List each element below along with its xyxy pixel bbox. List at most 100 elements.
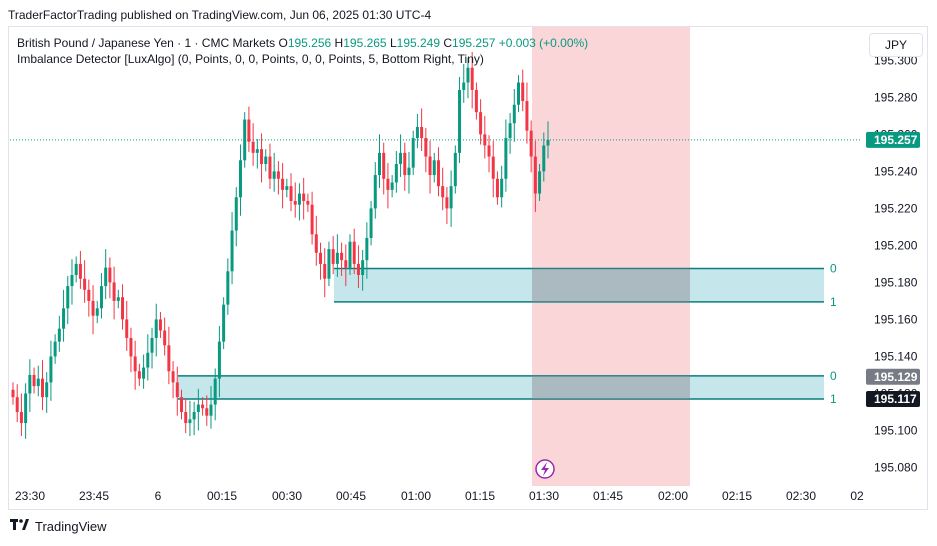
candle-body bbox=[116, 297, 120, 301]
imbalance-zone bbox=[178, 375, 824, 400]
candle-body bbox=[327, 249, 331, 279]
candle-body bbox=[70, 275, 74, 287]
time-axis-tick-label: 02:15 bbox=[722, 489, 752, 503]
candle-body bbox=[247, 119, 251, 142]
candle-body bbox=[205, 408, 209, 416]
time-axis-tick-label: 01:45 bbox=[593, 489, 623, 503]
candle-body bbox=[276, 171, 280, 179]
candle-body bbox=[238, 160, 242, 198]
candle-body bbox=[91, 300, 95, 316]
candle-body bbox=[386, 178, 390, 190]
candle-body bbox=[196, 404, 200, 412]
candle-body bbox=[230, 230, 234, 272]
candle-body bbox=[184, 411, 188, 424]
candle-body bbox=[24, 393, 28, 424]
candle-body bbox=[466, 67, 470, 83]
time-axis-tick-label: 01:15 bbox=[465, 489, 495, 503]
zone-top-label: 0 bbox=[830, 262, 837, 276]
candle-body bbox=[458, 89, 462, 153]
candle-body bbox=[377, 152, 381, 176]
candle-body bbox=[95, 308, 99, 316]
candle-body bbox=[11, 389, 15, 398]
zone-top-label: 0 bbox=[830, 369, 837, 383]
candle-body bbox=[78, 263, 82, 279]
candle-body bbox=[285, 186, 289, 190]
price-axis-label-bg bbox=[866, 391, 920, 408]
candle-body bbox=[399, 152, 403, 164]
candle-body bbox=[390, 182, 394, 190]
candle-body bbox=[508, 123, 512, 139]
time-axis-tick-label: 00:15 bbox=[207, 489, 237, 503]
candle-body bbox=[319, 252, 323, 264]
candle-body bbox=[19, 411, 23, 424]
indicator-legend[interactable]: Imbalance Detector [LuxAlgo] (0, Points,… bbox=[17, 52, 484, 66]
currency-button[interactable]: JPY bbox=[869, 33, 923, 57]
candle-body bbox=[137, 371, 141, 379]
candle-body bbox=[479, 112, 483, 135]
candle-body bbox=[209, 404, 213, 416]
candle-body bbox=[167, 345, 171, 372]
candle-body bbox=[356, 263, 360, 276]
candle-body bbox=[432, 160, 436, 176]
candle-body bbox=[441, 186, 445, 198]
candle-body bbox=[293, 200, 297, 205]
candle-body bbox=[49, 356, 53, 383]
candle-body bbox=[297, 193, 301, 205]
candle-body bbox=[180, 397, 184, 412]
candle-body bbox=[104, 267, 108, 287]
price-axis-tick-label: 195.100 bbox=[874, 423, 918, 437]
candle-body bbox=[234, 197, 238, 231]
candle-body bbox=[500, 178, 504, 198]
candle-body bbox=[125, 319, 129, 338]
candle-body bbox=[87, 289, 91, 301]
candle-body bbox=[302, 193, 306, 201]
candle-body bbox=[449, 186, 453, 209]
candle-body bbox=[546, 139, 550, 146]
candle-body bbox=[306, 200, 310, 205]
candle-body bbox=[36, 378, 40, 387]
price-axis-tick-label: 195.160 bbox=[874, 312, 918, 326]
candle-body bbox=[260, 149, 264, 164]
tradingview-logo-icon bbox=[10, 519, 30, 534]
candle-body bbox=[15, 397, 19, 412]
candle-body bbox=[40, 378, 44, 398]
candle-body bbox=[121, 297, 125, 320]
candle-body bbox=[538, 171, 542, 194]
candle-body bbox=[32, 374, 36, 387]
candle-body bbox=[525, 101, 529, 131]
candle-body bbox=[310, 204, 314, 235]
candle-body bbox=[382, 152, 386, 179]
candle-body bbox=[154, 319, 158, 338]
candle-body bbox=[129, 337, 133, 357]
symbol-name[interactable]: British Pound / Japanese Yen · 1 · CMC M… bbox=[17, 36, 276, 50]
candle-body bbox=[264, 156, 268, 164]
candle-body bbox=[74, 263, 78, 276]
candle-body bbox=[163, 330, 167, 346]
candle-body bbox=[331, 249, 335, 264]
zone-bottom-label: 1 bbox=[830, 295, 837, 309]
publisher-line: TraderFactorTrading published on Trading… bbox=[8, 8, 432, 22]
candle-body bbox=[462, 82, 466, 90]
open-value: 195.256 bbox=[287, 36, 332, 50]
candle-body bbox=[533, 156, 537, 194]
price-axis-tick-label: 195.180 bbox=[874, 275, 918, 289]
price-axis-tick-label: 195.200 bbox=[874, 238, 918, 252]
high-value: 195.265 bbox=[343, 36, 387, 50]
time-axis-tick-label: 00:30 bbox=[272, 489, 302, 503]
price-axis-tick-label: 195.220 bbox=[874, 201, 918, 215]
candle-body bbox=[474, 89, 478, 113]
price-axis-tick-label: 195.240 bbox=[874, 164, 918, 178]
price-axis-label: 195.129 bbox=[874, 370, 918, 384]
symbol-legend: British Pound / Japanese Yen · 1 · CMC M… bbox=[17, 35, 588, 51]
candle-body bbox=[369, 208, 373, 238]
time-axis-tick-label: 02:00 bbox=[658, 489, 688, 503]
footer-brand-label: TradingView bbox=[35, 519, 107, 534]
candle-body bbox=[243, 119, 247, 161]
candle-body bbox=[188, 419, 192, 424]
change-value: +0.003 (+0.00%) bbox=[498, 36, 589, 50]
price-axis-tick-label: 195.080 bbox=[874, 460, 918, 474]
footer-brand[interactable]: TradingView bbox=[10, 519, 107, 534]
candle-body bbox=[133, 356, 137, 372]
candle-body bbox=[517, 82, 521, 105]
